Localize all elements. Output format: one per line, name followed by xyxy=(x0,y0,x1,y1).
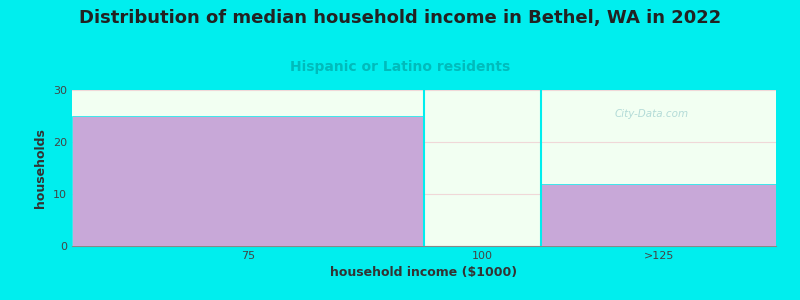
Bar xyxy=(72,116,424,246)
X-axis label: household income ($1000): household income ($1000) xyxy=(330,266,518,279)
Y-axis label: households: households xyxy=(34,128,47,208)
Bar xyxy=(542,184,776,246)
Text: City-Data.com: City-Data.com xyxy=(614,109,688,119)
Text: Hispanic or Latino residents: Hispanic or Latino residents xyxy=(290,60,510,74)
Text: Distribution of median household income in Bethel, WA in 2022: Distribution of median household income … xyxy=(79,9,721,27)
